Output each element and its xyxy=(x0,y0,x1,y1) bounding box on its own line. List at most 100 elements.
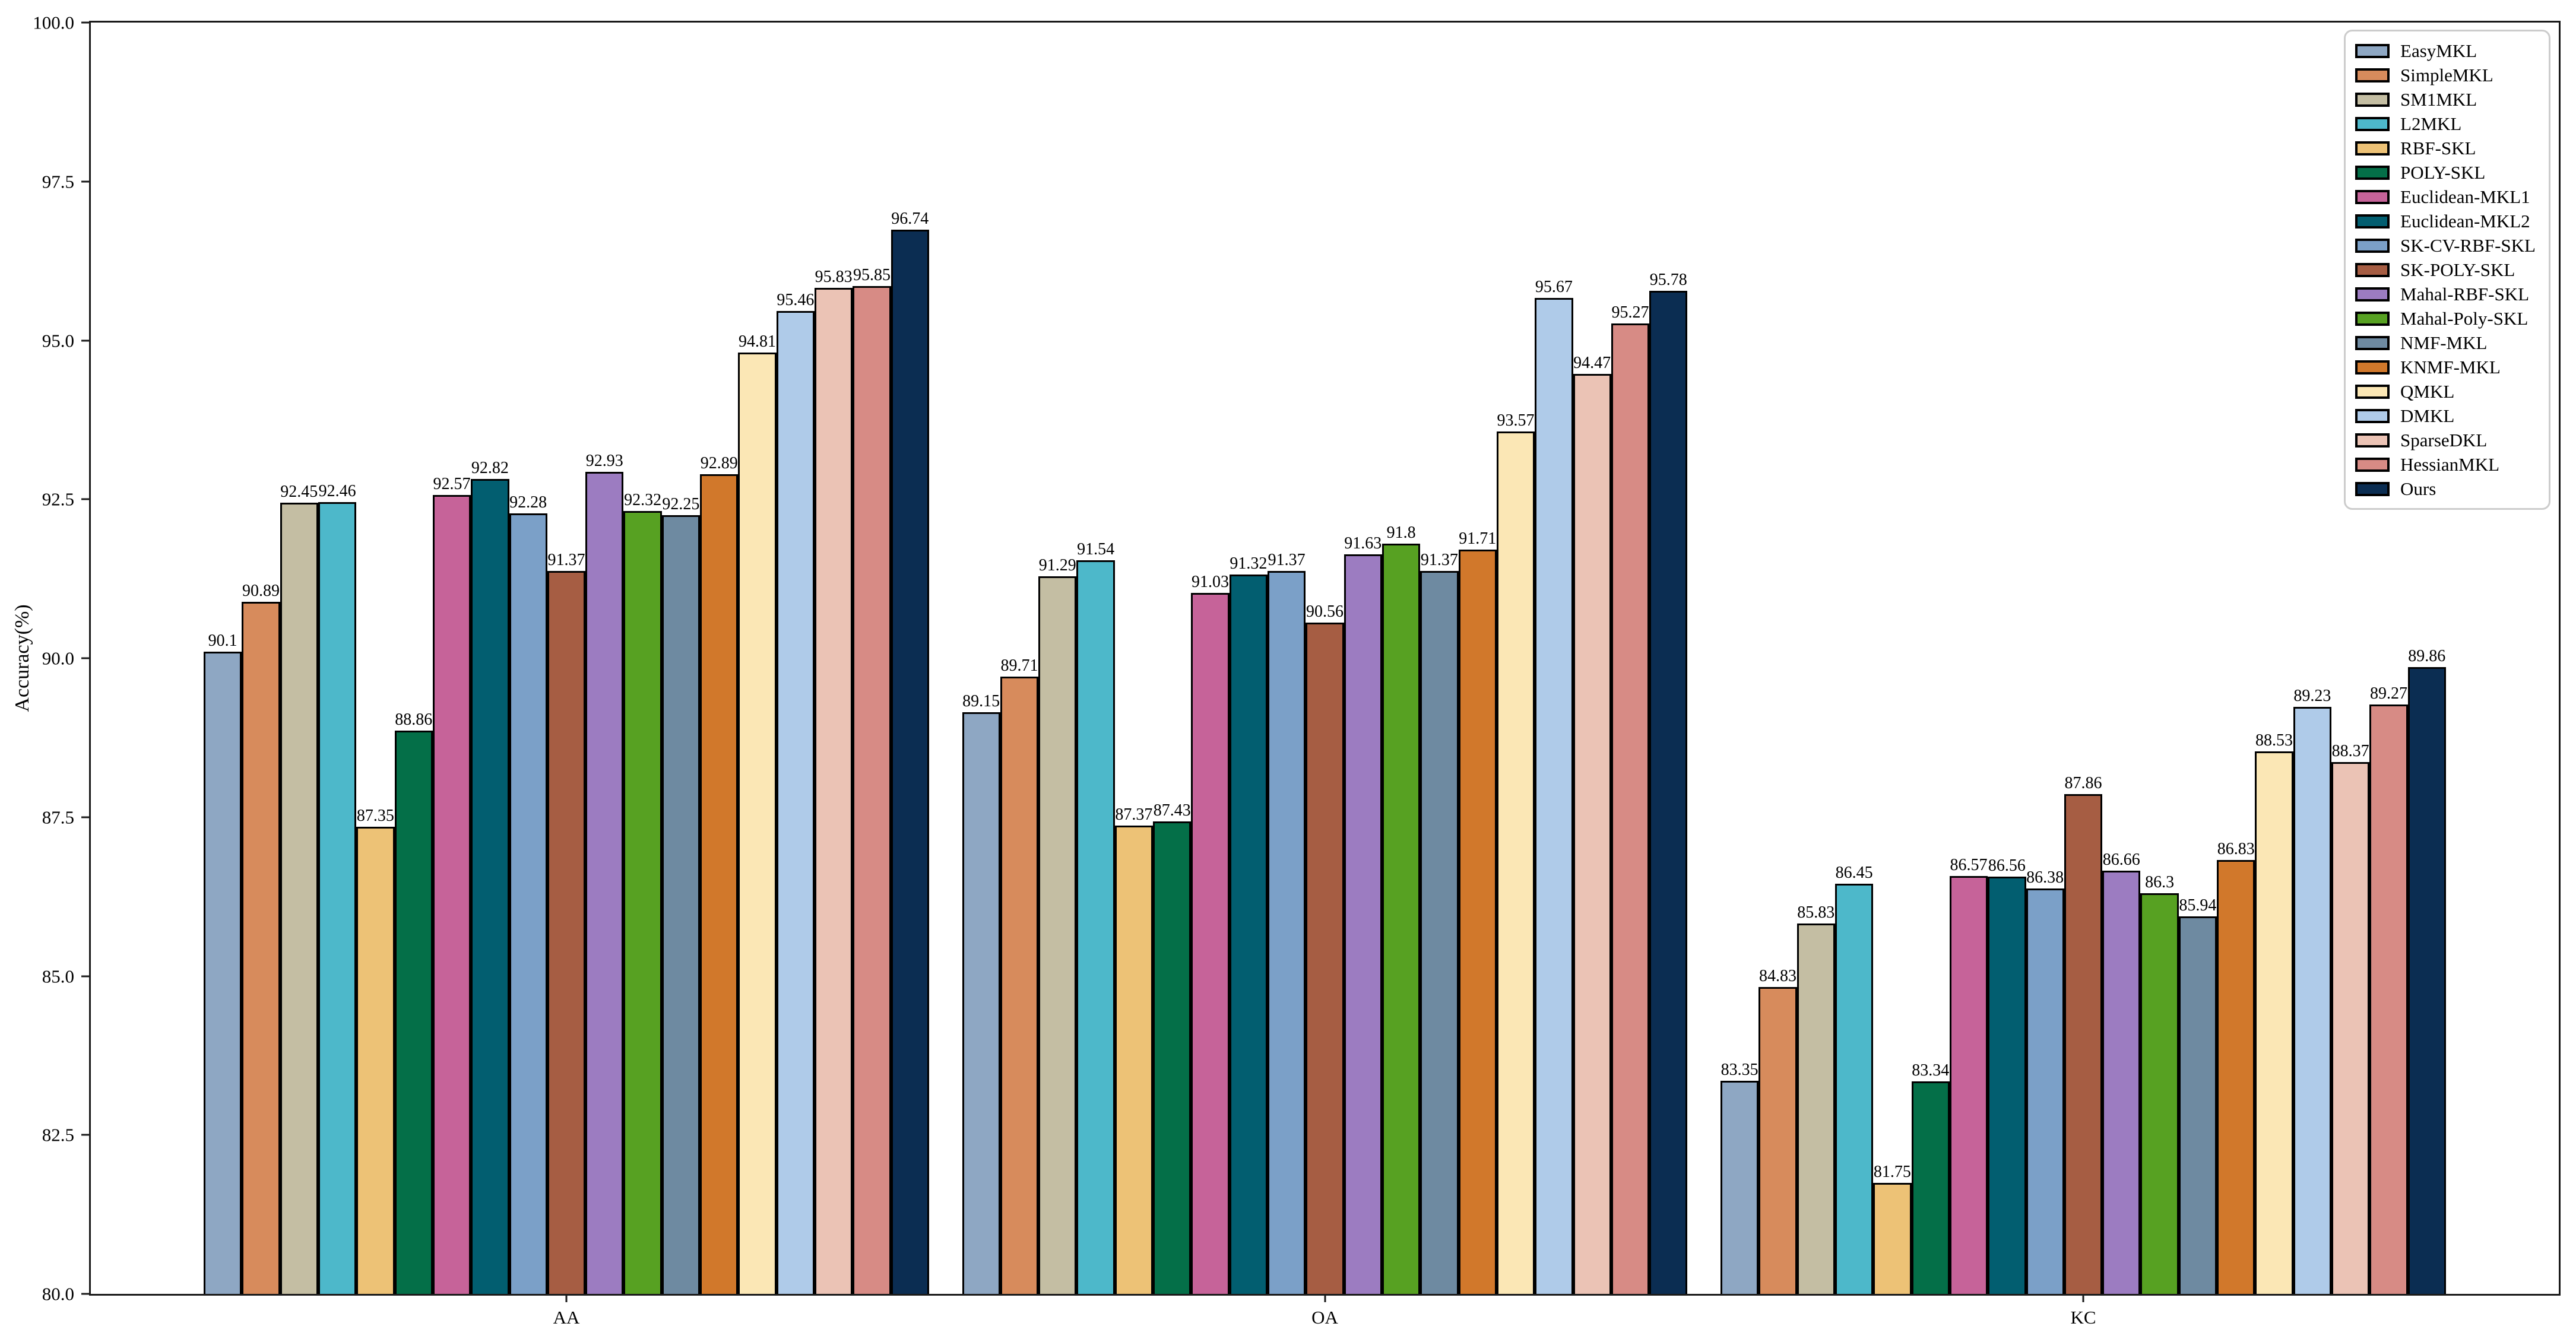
y-tick-label-97.5: 97.5 xyxy=(42,171,74,192)
bar-value-label: 95.67 xyxy=(1535,277,1573,296)
bar-sk-cv-rbf-skl-aa: 92.28 xyxy=(509,494,547,1294)
y-tick-mark-82.5 xyxy=(81,1134,91,1136)
bar-value-label: 96.74 xyxy=(891,210,929,229)
bar-qmkl-oa: 93.57 xyxy=(1496,412,1535,1294)
y-tick-mark-87.5 xyxy=(81,816,91,818)
bar-rbf-skl-aa: 87.35 xyxy=(356,807,395,1294)
bar-value-label: 91.03 xyxy=(1192,572,1230,591)
bar-sk-poly-skl-kc: 87.86 xyxy=(2064,775,2103,1294)
bar-value-label: 87.86 xyxy=(2064,774,2102,793)
legend-label: L2MKL xyxy=(2400,113,2462,134)
legend-label: QMKL xyxy=(2400,381,2455,402)
bar-sparsedkl-kc: 88.37 xyxy=(2331,742,2370,1294)
bar-value-label: 92.28 xyxy=(509,493,547,512)
bar-value-label: 87.37 xyxy=(1115,805,1153,824)
legend: EasyMKL SimpleMKL SM1MKL L2MKL RBF-SKL POLY-S… xyxy=(2344,30,2550,510)
bar-value-label: 83.34 xyxy=(1912,1061,1950,1080)
legend-label: Mahal-Poly-SKL xyxy=(2400,308,2529,329)
bar-value-label: 94.47 xyxy=(1573,354,1611,373)
legend-swatch-knmf-mkl xyxy=(2355,360,2390,375)
legend-swatch-euclidean-mkl2 xyxy=(2355,214,2390,229)
bar-value-label: 86.56 xyxy=(1988,856,2026,875)
bar-sk-cv-rbf-skl-oa: 91.37 xyxy=(1268,552,1306,1294)
legend-item-rbf-skl: RBF-SKL xyxy=(2355,136,2536,160)
bar-ours-aa: 96.74 xyxy=(891,211,929,1294)
legend-label: EasyMKL xyxy=(2400,40,2477,61)
legend-label: SM1MKL xyxy=(2400,89,2477,110)
bar-value-label: 91.8 xyxy=(1386,523,1416,542)
bar-easymkl-aa: 90.1 xyxy=(204,633,242,1294)
bar-value-label: 91.63 xyxy=(1344,534,1382,553)
bar-poly-skl-aa: 88.86 xyxy=(394,712,433,1294)
bar-hessianmkl-kc: 89.27 xyxy=(2369,686,2408,1294)
bar-value-label: 92.89 xyxy=(700,454,738,473)
bar-value-label: 90.56 xyxy=(1306,602,1344,621)
bar-value-label: 91.37 xyxy=(547,551,585,570)
legend-item-poly-skl: POLY-SKL xyxy=(2355,160,2536,185)
bar-value-label: 91.37 xyxy=(1420,551,1458,570)
y-tick-label-95.0: 95.0 xyxy=(42,330,74,351)
legend-swatch-poly-skl xyxy=(2355,165,2390,180)
legend-item-sk-cv-rbf-skl: SK-CV-RBF-SKL xyxy=(2355,233,2536,258)
bar-value-label: 91.71 xyxy=(1459,529,1497,548)
bar-easymkl-oa: 89.15 xyxy=(962,693,1000,1294)
bar-value-label: 92.82 xyxy=(471,458,509,477)
bar-value-label: 95.78 xyxy=(1649,270,1687,289)
bar-value-label: 91.37 xyxy=(1268,551,1306,570)
legend-swatch-qmkl xyxy=(2355,384,2390,399)
legend-label: RBF-SKL xyxy=(2400,138,2476,158)
bar-value-label: 95.83 xyxy=(815,267,853,286)
bar-value-label: 95.46 xyxy=(777,291,815,310)
bar-ours-oa: 95.78 xyxy=(1649,271,1688,1294)
bar-value-label: 89.15 xyxy=(962,692,1000,711)
legend-item-mahal-poly-skl: Mahal-Poly-SKL xyxy=(2355,306,2536,331)
bar-value-label: 95.27 xyxy=(1611,303,1649,322)
legend-label: DMKL xyxy=(2400,405,2455,426)
legend-label: SparseDKL xyxy=(2400,430,2488,450)
bar-euclidean-mkl2-kc: 86.56 xyxy=(1988,858,2026,1294)
bar-dmkl-oa: 95.67 xyxy=(1535,278,1573,1294)
legend-swatch-sk-poly-skl xyxy=(2355,262,2390,277)
bar-rbf-skl-oa: 87.37 xyxy=(1114,806,1154,1294)
legend-item-l2mkl: L2MKL xyxy=(2355,112,2536,136)
y-tick-label-92.5: 92.5 xyxy=(42,488,74,510)
bar-value-label: 89.27 xyxy=(2369,684,2407,703)
bar-hessianmkl-aa: 95.85 xyxy=(853,267,891,1294)
legend-item-sm1mkl: SM1MKL xyxy=(2355,87,2536,112)
bar-value-label: 88.53 xyxy=(2255,731,2293,750)
bar-nmf-mkl-aa: 92.25 xyxy=(661,496,701,1294)
bar-value-label: 81.75 xyxy=(1873,1162,1911,1181)
bar-value-label: 86.38 xyxy=(2026,868,2064,887)
bar-value-label: 95.85 xyxy=(853,266,891,285)
category-group-aa: 90.1 90.89 92.45 92.46 87.35 88.86 92.57 92.82 9… xyxy=(204,23,929,1327)
bar-sk-cv-rbf-skl-kc: 86.38 xyxy=(2026,869,2064,1294)
bar-knmf-mkl-kc: 86.83 xyxy=(2217,840,2255,1294)
legend-item-easymkl: EasyMKL xyxy=(2355,39,2536,63)
bar-value-label: 89.86 xyxy=(2408,647,2446,665)
bar-qmkl-aa: 94.81 xyxy=(738,333,777,1294)
bar-sm1mkl-aa: 92.45 xyxy=(280,483,318,1294)
bar-value-label: 93.57 xyxy=(1497,411,1535,430)
legend-item-mahal-rbf-skl: Mahal-RBF-SKL xyxy=(2355,282,2536,306)
legend-swatch-euclidean-mkl1 xyxy=(2355,189,2390,204)
bar-sm1mkl-oa: 91.29 xyxy=(1038,557,1077,1294)
legend-swatch-hessianmkl xyxy=(2355,457,2390,472)
y-tick-mark-95.0 xyxy=(81,339,91,341)
y-tick-label-85.0: 85.0 xyxy=(42,966,74,986)
category-group-kc: 83.35 84.83 85.83 86.45 81.75 83.34 86.57 86.56… xyxy=(1720,23,2446,1327)
bar-sm1mkl-kc: 85.83 xyxy=(1796,904,1835,1294)
legend-item-euclidean-mkl2: Euclidean-MKL2 xyxy=(2355,209,2536,233)
legend-swatch-l2mkl xyxy=(2355,116,2390,131)
bar-dmkl-kc: 89.23 xyxy=(2293,688,2331,1294)
bar-value-label: 90.89 xyxy=(242,581,280,600)
x-tick-label-oa: OA xyxy=(1311,1307,1338,1328)
bar-ours-kc: 89.86 xyxy=(2407,648,2446,1294)
bar-value-label: 91.29 xyxy=(1038,556,1076,575)
bar-simplemkl-oa: 89.71 xyxy=(1000,658,1039,1294)
legend-item-sparsedkl: SparseDKL xyxy=(2355,428,2536,452)
legend-swatch-sm1mkl xyxy=(2355,92,2390,107)
bar-value-label: 89.23 xyxy=(2293,687,2331,706)
legend-label: Mahal-RBF-SKL xyxy=(2400,284,2530,304)
y-axis-title: Accuracy(%) xyxy=(11,604,33,712)
bar-easymkl-kc: 83.35 xyxy=(1720,1062,1759,1294)
